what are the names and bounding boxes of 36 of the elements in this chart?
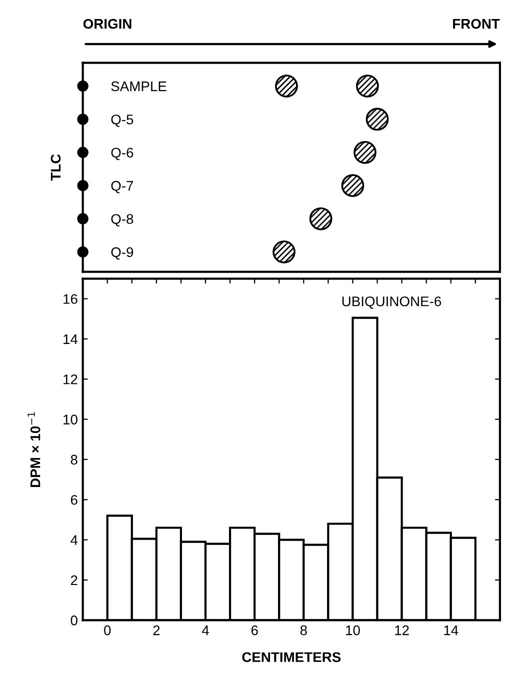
y-tick-label: Q-7 bbox=[111, 180, 134, 194]
text: ORIGIN bbox=[83, 18, 132, 29]
y-axis-title: TLC bbox=[50, 154, 61, 181]
y-tick-label: Q-6 bbox=[111, 148, 134, 160]
point bbox=[77, 114, 88, 125]
y-tick-label: 12 bbox=[64, 374, 78, 384]
y-tick-label: 14 bbox=[64, 334, 78, 344]
y-tick-label: 6 bbox=[70, 494, 78, 505]
x-tick-label: 14 bbox=[444, 626, 458, 636]
x-tick-label: 6 bbox=[251, 625, 258, 636]
point bbox=[275, 74, 298, 98]
x-tick-label: 0 bbox=[104, 625, 111, 636]
y-tick-label: Q-9 bbox=[111, 247, 134, 260]
x-tick-label: 2 bbox=[153, 625, 160, 636]
annotation: UBIQUINONE-6 bbox=[342, 296, 442, 309]
y-tick-label: 2 bbox=[70, 575, 78, 586]
y-axis-title: DPM × 10$^{−1}$ bbox=[28, 412, 40, 488]
y-tick-label: 8 bbox=[70, 454, 78, 465]
y-tick-label: 0 bbox=[70, 616, 78, 626]
y-tick-label: 10 bbox=[64, 414, 78, 424]
y-tick-label: Q-8 bbox=[111, 214, 134, 226]
point bbox=[77, 213, 88, 224]
y-tick-label: SAMPLE bbox=[111, 81, 166, 92]
x-tick-label: 8 bbox=[300, 625, 307, 636]
point bbox=[77, 146, 88, 158]
y-tick-label: Q-5 bbox=[111, 114, 134, 127]
text: FRONT bbox=[453, 18, 500, 29]
x-tick-label: 12 bbox=[395, 625, 409, 636]
y-tick-label: 16 bbox=[64, 294, 78, 304]
y-tick-label: 4 bbox=[70, 535, 78, 545]
x-tick-label: 10 bbox=[346, 625, 360, 636]
x-axis-title: CENTIMETERS bbox=[242, 652, 341, 662]
point bbox=[77, 180, 88, 192]
point bbox=[77, 80, 88, 92]
point bbox=[77, 246, 88, 258]
x-tick-label: 4 bbox=[202, 626, 209, 636]
